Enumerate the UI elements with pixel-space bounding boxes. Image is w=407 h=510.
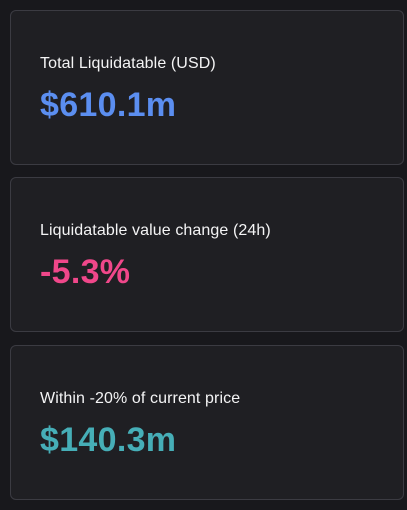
within-20-percent-card: Within -20% of current price $140.3m bbox=[10, 345, 404, 500]
liquidatable-change-card: Liquidatable value change (24h) -5.3% bbox=[10, 177, 404, 332]
total-liquidatable-label: Total Liquidatable (USD) bbox=[40, 55, 216, 72]
liquidatable-change-label: Liquidatable value change (24h) bbox=[40, 222, 271, 239]
total-liquidatable-value: $610.1m bbox=[40, 86, 177, 124]
within-20-percent-value: $140.3m bbox=[40, 421, 177, 459]
within-20-percent-label: Within -20% of current price bbox=[40, 390, 241, 407]
total-liquidatable-card: Total Liquidatable (USD) $610.1m bbox=[10, 10, 404, 165]
liquidatable-change-value: -5.3% bbox=[40, 253, 131, 291]
